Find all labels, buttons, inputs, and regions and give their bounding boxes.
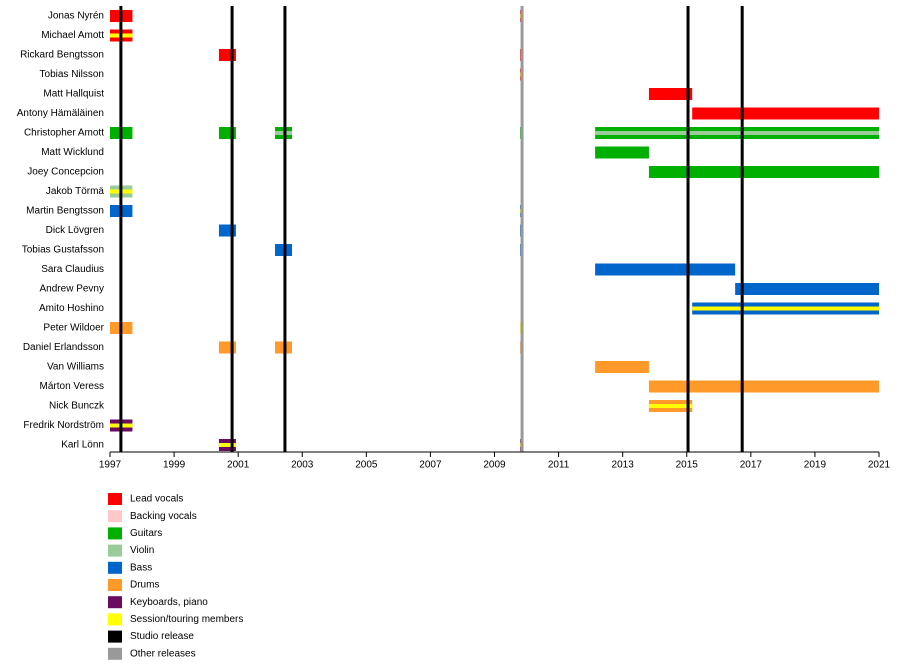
x-tick-label: 2019 bbox=[804, 460, 827, 471]
legend-swatch bbox=[108, 493, 122, 505]
x-tick-label: 2013 bbox=[612, 460, 635, 471]
legend-swatch bbox=[108, 510, 122, 523]
legend-label: Violin bbox=[130, 545, 154, 556]
session-stripe bbox=[218, 443, 236, 447]
legend-swatch bbox=[108, 544, 122, 557]
legend-label: Studio release bbox=[130, 631, 194, 642]
member-name: Michael Amott bbox=[41, 30, 104, 41]
legend-swatch bbox=[108, 596, 122, 609]
legend-swatch bbox=[108, 613, 122, 626]
x-tick-label: 1999 bbox=[163, 460, 186, 471]
legend-label: Backing vocals bbox=[130, 511, 197, 522]
legend-label: Guitars bbox=[130, 528, 162, 539]
session-stripe bbox=[595, 131, 879, 135]
member-name: Karl Lönn bbox=[61, 440, 104, 451]
x-tick-label: 2001 bbox=[227, 460, 250, 471]
x-tick-label: 2005 bbox=[355, 460, 378, 471]
x-tick-label: 2003 bbox=[291, 460, 314, 471]
x-tick-label: 2021 bbox=[868, 460, 891, 471]
member-name: Peter Wildoer bbox=[43, 323, 104, 334]
legend-swatch bbox=[108, 579, 122, 591]
member-name: Sara Claudius bbox=[41, 264, 104, 275]
member-bar bbox=[595, 146, 649, 159]
member-bar bbox=[648, 166, 879, 178]
legend-swatch bbox=[108, 561, 122, 574]
member-name: Amito Hoshino bbox=[39, 303, 104, 314]
member-name: Nick Bunczk bbox=[49, 401, 105, 412]
member-name: Martin Bengtsson bbox=[26, 206, 104, 217]
member-bar bbox=[735, 283, 879, 295]
member-bar bbox=[692, 107, 879, 120]
legend-label: Drums bbox=[130, 580, 159, 591]
session-stripe bbox=[692, 306, 879, 311]
legend-swatch bbox=[108, 527, 122, 540]
member-bar bbox=[595, 263, 736, 276]
legend-label: Keyboards, piano bbox=[130, 597, 208, 608]
x-tick-label: 2009 bbox=[483, 460, 506, 471]
legend-label: Other releases bbox=[130, 648, 196, 659]
member-name: Jonas Nyrén bbox=[48, 11, 104, 22]
member-name: Antony Hämäläinen bbox=[17, 108, 104, 119]
x-tick-label: 1997 bbox=[99, 460, 122, 471]
x-tick-label: 2007 bbox=[419, 460, 442, 471]
member-name: Andrew Pevny bbox=[40, 284, 104, 295]
member-bar bbox=[648, 88, 693, 100]
legend-label: Bass bbox=[130, 562, 152, 573]
member-bar bbox=[648, 380, 879, 393]
legend-label: Session/touring members bbox=[130, 614, 243, 625]
member-name: Daniel Erlandsson bbox=[23, 342, 104, 353]
legend-label: Lead vocals bbox=[130, 494, 183, 505]
member-name: Joey Concepcion bbox=[27, 167, 104, 178]
member-name: Fredrik Nordström bbox=[23, 420, 104, 431]
member-name: Rickard Bengtsson bbox=[20, 50, 104, 61]
session-stripe bbox=[648, 404, 693, 408]
member-name: Matt Wicklund bbox=[41, 147, 104, 158]
x-tick-label: 2015 bbox=[676, 460, 699, 471]
member-name: Jakob Törmä bbox=[46, 186, 105, 197]
member-name: Matt Hallquist bbox=[43, 89, 104, 100]
member-name: Tobias Nilsson bbox=[40, 69, 104, 80]
member-name: Dick Lövgren bbox=[46, 225, 104, 236]
member-bar bbox=[595, 361, 649, 373]
member-name: Márton Veress bbox=[40, 381, 104, 392]
member-name: Van Williams bbox=[47, 362, 104, 373]
legend-swatch bbox=[108, 630, 122, 643]
member-name: Tobias Gustafsson bbox=[22, 245, 104, 256]
legend-swatch bbox=[108, 647, 122, 660]
member-name: Christopher Amott bbox=[24, 128, 104, 139]
x-tick-label: 2011 bbox=[548, 460, 570, 471]
x-tick-label: 2017 bbox=[740, 460, 763, 471]
